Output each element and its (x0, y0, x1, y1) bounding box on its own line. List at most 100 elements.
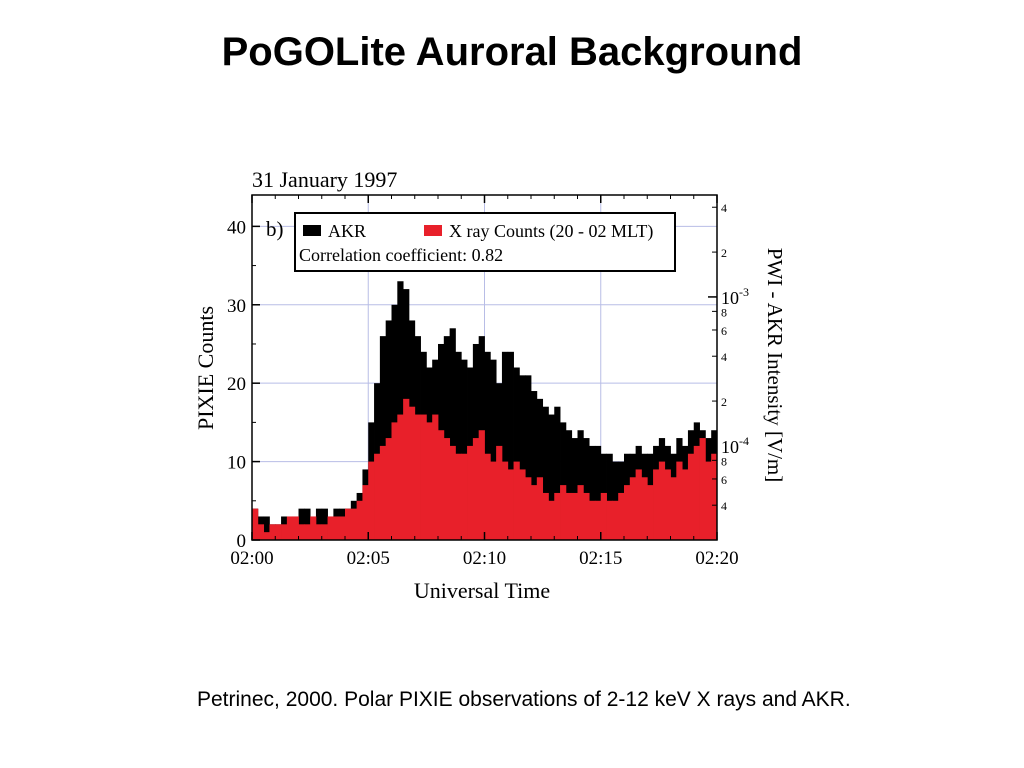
y-tick-label: 30 (227, 296, 246, 317)
xray-bar (321, 524, 328, 540)
akr-bar (560, 422, 567, 540)
xray-bar (414, 414, 421, 540)
akr-bar (397, 281, 404, 540)
xray-bar (275, 524, 282, 540)
akr-bar (554, 406, 561, 540)
y-tick-label: 0 (237, 531, 247, 552)
xray-bar (333, 516, 340, 540)
xray-bar (426, 422, 433, 540)
xray-bar (345, 508, 352, 540)
xray-bar (298, 524, 305, 540)
xray-bar (711, 453, 718, 540)
xray-bar (519, 469, 526, 540)
x-tick-label: 02:10 (463, 548, 506, 569)
akr-xray-chart: 31 January 1997 02:00 02:05 02:10 02:15 02:2… (193, 167, 787, 603)
x-tick-label: 02:20 (695, 548, 738, 569)
xray-bar (455, 453, 462, 540)
right-minor-label: 4 (721, 350, 727, 364)
xray-bar (484, 453, 491, 540)
chart-title: 31 January 1997 (252, 167, 397, 192)
xray-bar (501, 461, 509, 540)
akr-bar (571, 438, 578, 540)
xray-bar (635, 469, 642, 540)
xray-bar (536, 477, 544, 540)
xray-bar (356, 500, 363, 540)
akr-bar (379, 336, 387, 540)
akr-bar (449, 328, 456, 540)
xray-bar (467, 445, 474, 540)
y-tick-label: 40 (227, 217, 246, 238)
right-minor-label: 8 (721, 305, 727, 319)
akr-bar (455, 351, 462, 540)
y-tick-label: 10 (227, 453, 246, 474)
x-axis-label: Universal Time (414, 578, 550, 603)
right-minor-label: 2 (721, 246, 727, 260)
xray-bar (513, 461, 520, 540)
xray-bar (624, 485, 631, 540)
xray-bar (286, 516, 294, 540)
xray-bar (310, 516, 317, 540)
xray-bar (507, 469, 514, 540)
xray-bar (531, 485, 538, 540)
xray-bar (682, 469, 689, 540)
legend-swatch-xray (424, 225, 442, 236)
akr-bar (490, 359, 497, 540)
akr-bar (513, 367, 520, 540)
right-minor-label: 4 (721, 201, 727, 215)
xray-bar (676, 461, 683, 540)
xray-bar (583, 492, 590, 540)
correlation-annotation: Correlation coefficient: 0.82 (299, 245, 503, 265)
plot-area: 02:00 02:05 02:10 02:15 02:2001020304010-310… (227, 194, 749, 569)
xray-bar (472, 438, 480, 540)
akr-bar (484, 351, 491, 540)
xray-bar (257, 524, 265, 540)
xray-bar (542, 492, 549, 540)
slide-title: PoGOLite Auroral Background (221, 30, 803, 74)
xray-bar (292, 516, 299, 540)
akr-bar (589, 445, 596, 540)
series-xray (252, 398, 718, 540)
xray-bar (606, 500, 613, 540)
right-axis-label: PWI - AKR Intensity [V/m] (763, 248, 787, 482)
xray-bar (589, 500, 596, 540)
xray-bar (554, 492, 561, 540)
akr-bar (525, 375, 532, 540)
xray-bar (560, 485, 567, 540)
xray-bar (397, 414, 404, 540)
xray-bar (641, 477, 648, 540)
legend: AKR X ray Counts (20 - 02 MLT) Correlati… (294, 212, 676, 272)
xray-bar (577, 485, 584, 540)
xray-bar (490, 461, 497, 540)
legend-frame (294, 212, 676, 272)
right-major-label-exponent: -4 (739, 434, 749, 448)
panel-label: b) (266, 217, 284, 241)
right-major-label-exponent: -3 (739, 285, 749, 299)
xray-bar (612, 500, 619, 540)
akr-bar (583, 438, 590, 540)
akr-bar (606, 453, 613, 540)
legend-swatch-akr (303, 225, 321, 236)
xray-bar (664, 469, 671, 540)
legend-label-xray: X ray Counts (20 - 02 MLT) (449, 221, 653, 242)
xray-bar (600, 492, 607, 540)
akr-bar (565, 430, 573, 540)
xray-bar (368, 461, 375, 540)
akr-bar (536, 398, 544, 540)
x-tick-label: 02:15 (579, 548, 622, 569)
akr-bar (548, 414, 555, 540)
xray-bar (362, 485, 369, 540)
xray-bar (594, 500, 602, 540)
xray-bar (618, 492, 625, 540)
xray-bar (339, 516, 346, 540)
xray-bar (269, 524, 276, 540)
xray-bar (571, 492, 578, 540)
xray-bar (385, 438, 392, 540)
xray-bar (374, 453, 381, 540)
xray-bar (315, 524, 323, 540)
xray-bar (281, 524, 288, 540)
xray-bar (687, 453, 695, 540)
xray-bar (693, 445, 700, 540)
xray-bar (478, 430, 485, 540)
x-tick-label: 02:05 (347, 548, 390, 569)
xray-bar (263, 532, 270, 540)
